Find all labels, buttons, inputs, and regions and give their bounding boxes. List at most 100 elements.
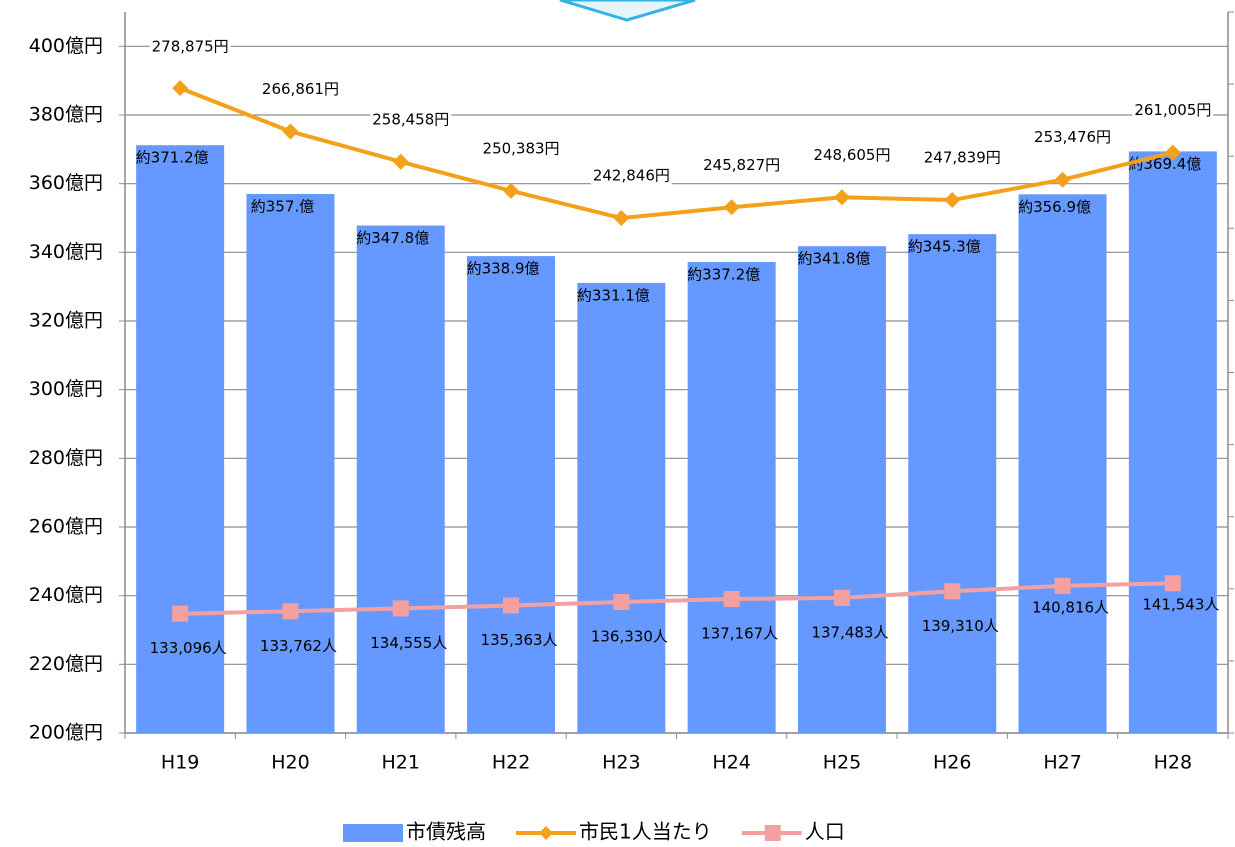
data-label-group: 261,005円 — [1132, 101, 1214, 120]
data-label-group: 136,330人 — [591, 628, 668, 646]
marker — [282, 123, 299, 140]
data-label-group: 253,476円 — [1032, 128, 1114, 147]
label-background — [701, 155, 783, 174]
marker — [1164, 575, 1181, 592]
data-label: 247,839円 — [924, 149, 1001, 167]
y-tick-label: 320億円 — [29, 310, 103, 332]
line — [179, 86, 1174, 221]
data-label: 278,875円 — [152, 38, 229, 56]
data-label: 261,005円 — [1134, 101, 1211, 119]
data-label: 242,846円 — [593, 167, 670, 185]
y-tick-label: 360億円 — [29, 172, 103, 194]
data-label: 136,330人 — [591, 628, 668, 646]
bar — [1018, 194, 1107, 733]
y-tick-label: 400億円 — [29, 35, 103, 57]
bar — [356, 225, 445, 733]
data-label: 約345.3億 — [908, 238, 981, 256]
data-label-group: 258,458円 — [370, 110, 452, 129]
bar — [687, 261, 776, 733]
data-label: 250,383円 — [483, 139, 560, 157]
marker — [1164, 144, 1181, 161]
y-tick-label: 200億円 — [29, 722, 103, 744]
data-label: 141,543人 — [1142, 596, 1219, 614]
data-label-group: 248,605円 — [811, 145, 893, 164]
marker — [282, 603, 299, 620]
data-label: 133,096人 — [150, 639, 227, 657]
label-background — [1032, 128, 1114, 147]
x-tick-label: H22 — [492, 752, 530, 774]
data-label-group: 250,383円 — [480, 139, 562, 158]
data-label-group: 135,363人 — [481, 631, 558, 649]
data-label: 140,816人 — [1032, 598, 1109, 616]
data-label-group: 133,096人 — [150, 639, 227, 657]
marker — [723, 199, 740, 216]
y-tick-label: 240億円 — [29, 584, 103, 606]
marker — [392, 600, 409, 617]
x-tick-label: H28 — [1154, 752, 1192, 774]
marker — [944, 583, 961, 600]
y-tick-label: 300億円 — [29, 378, 103, 400]
data-label-group: 140,816人 — [1032, 598, 1109, 616]
x-tick-label: H19 — [161, 752, 199, 774]
bar — [467, 256, 556, 733]
data-label: 約337.2億 — [687, 265, 760, 283]
legend-label: 人口 — [805, 820, 845, 844]
marker — [833, 189, 850, 206]
x-tick-label: H27 — [1043, 752, 1081, 774]
legend: 市債残高 市民1人当たり 人口 — [343, 820, 845, 844]
x-tick-label: H21 — [382, 752, 420, 774]
label-background — [259, 79, 341, 98]
marker — [392, 153, 409, 170]
bar — [246, 193, 335, 733]
x-tick-label: H23 — [602, 752, 640, 774]
data-label-group: 242,846円 — [590, 166, 672, 185]
legend-marker — [539, 826, 553, 840]
y-tick-label: 280億円 — [29, 447, 103, 469]
label-background — [370, 110, 452, 129]
marker — [172, 80, 189, 97]
data-label: 約347.8億 — [356, 229, 429, 247]
data-label-group: 278,875円 — [149, 37, 231, 56]
data-label: 258,458円 — [372, 110, 449, 128]
data-label-group: 137,167人 — [701, 625, 778, 643]
data-label: 約357.億 — [251, 197, 314, 215]
data-label: 137,167人 — [701, 625, 778, 643]
data-label: 248,605円 — [813, 146, 890, 164]
marker — [723, 591, 740, 608]
y-tick-label: 260億円 — [29, 516, 103, 538]
data-label: 139,310人 — [922, 617, 999, 635]
marker — [1054, 577, 1071, 594]
bar — [1128, 151, 1217, 734]
data-label-group: 245,827円 — [701, 155, 783, 174]
data-label-group: 133,762人 — [260, 637, 337, 655]
data-label: 133,762人 — [260, 637, 337, 655]
marker — [1054, 171, 1071, 188]
data-label: 266,861円 — [262, 80, 339, 98]
data-label: 約331.1億 — [577, 286, 650, 304]
x-tick-label: H25 — [823, 752, 861, 774]
legend-label: 市債残高 — [406, 820, 486, 844]
data-label: 135,363人 — [481, 631, 558, 649]
bar — [908, 234, 997, 734]
data-label-group: 266,861円 — [259, 79, 341, 98]
data-label: 約369.4億 — [1128, 155, 1201, 173]
marker — [944, 192, 961, 209]
label-background — [1132, 101, 1214, 120]
label-background — [149, 37, 231, 56]
label-background — [590, 166, 672, 185]
data-label: 約356.9億 — [1018, 198, 1091, 216]
legend-marker — [764, 825, 781, 841]
y-tick-label: 220億円 — [29, 653, 103, 675]
data-label: 245,827円 — [703, 156, 780, 174]
marker — [613, 594, 630, 611]
data-label: 137,483人 — [811, 623, 888, 641]
line — [180, 581, 1173, 616]
bar — [136, 145, 225, 734]
x-tick-label: H24 — [712, 752, 750, 774]
data-label: 約341.8億 — [797, 250, 870, 268]
legend-swatch — [343, 824, 403, 842]
data-label-group: 141,543人 — [1142, 596, 1219, 614]
data-label: 約371.2億 — [136, 149, 209, 167]
legend-label: 市民1人当たり — [579, 820, 712, 844]
marker — [172, 605, 189, 622]
